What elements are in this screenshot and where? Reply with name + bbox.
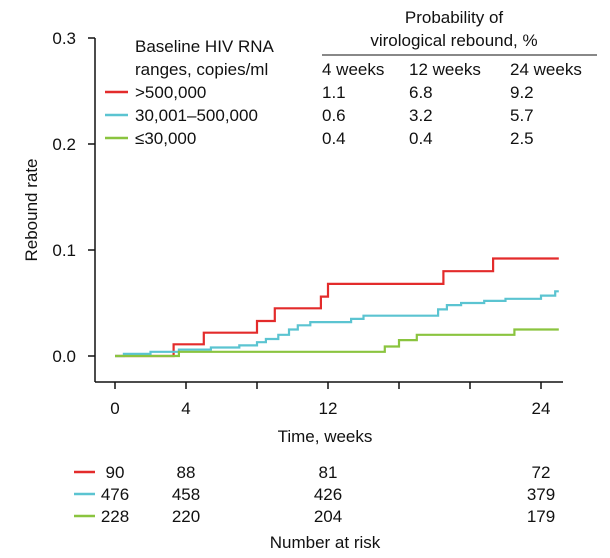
series-lines — [115, 257, 559, 358]
probability-header-line1: Probability of — [405, 8, 504, 27]
y-ticks: 0.0 0.1 0.2 0.3 — [52, 29, 95, 366]
y-tick-label: 0.3 — [52, 29, 76, 48]
risk-value: 179 — [527, 507, 555, 526]
risk-rows: 90 88 81 72 476 458 426 379 228 220 204 179 — [74, 463, 555, 526]
probability-column-4-weeks: 4 weeks — [322, 60, 384, 79]
probability-value: 9.2 — [510, 83, 534, 102]
risk-value: 81 — [319, 463, 338, 482]
probability-value: 1.1 — [322, 83, 346, 102]
risk-value: 204 — [314, 507, 342, 526]
axes: 0.0 0.1 0.2 0.3 0 4 12 24 Time, weeks Rebound … — [22, 29, 563, 446]
legend-title-line1: Baseline HIV RNA — [135, 37, 275, 56]
y-tick-label: 0.2 — [52, 135, 76, 154]
probability-value: 0.6 — [322, 106, 346, 125]
probability-column-12-weeks: 12 weeks — [409, 60, 481, 79]
risk-value: 228 — [101, 507, 129, 526]
series-line-2 — [115, 290, 559, 358]
risk-table: 90 88 81 72 476 458 426 379 228 220 204 179 Number … — [74, 463, 555, 552]
risk-value: 379 — [527, 485, 555, 504]
y-tick-label: 0.0 — [52, 347, 76, 366]
series-line-1 — [115, 257, 559, 358]
y-tick-label: 0.1 — [52, 241, 76, 260]
probability-header-line2: virological rebound, % — [370, 31, 537, 50]
x-axis-title: Time, weeks — [278, 427, 373, 446]
risk-value: 458 — [172, 485, 200, 504]
risk-value: 426 — [314, 485, 342, 504]
probability-value: 0.4 — [409, 129, 433, 148]
series-line-3 — [115, 328, 559, 358]
risk-table-title: Number at risk — [270, 533, 381, 552]
risk-value: 88 — [177, 463, 196, 482]
legend-title-line2: ranges, copies/ml — [135, 60, 268, 79]
risk-value: 220 — [172, 507, 200, 526]
risk-value: 90 — [106, 463, 125, 482]
probability-value: 3.2 — [409, 106, 433, 125]
y-axis-title: Rebound rate — [22, 158, 41, 261]
probability-column-24-weeks: 24 weeks — [510, 60, 582, 79]
risk-value: 72 — [532, 463, 551, 482]
legend-label: ≤30,000 — [135, 129, 196, 148]
x-tick-label: 12 — [319, 399, 338, 418]
legend: Baseline HIV RNA ranges, copies/ml Proba… — [105, 8, 597, 148]
probability-value: 6.8 — [409, 83, 433, 102]
legend-label: >500,000 — [135, 83, 206, 102]
probability-value: 2.5 — [510, 129, 534, 148]
x-tick-label: 4 — [181, 399, 190, 418]
legend-entries: >500,000 1.1 6.8 9.2 30,001–500,000 0.6 3.2 5.7… — [105, 83, 534, 148]
x-ticks: 0 4 12 24 — [110, 382, 550, 418]
x-tick-label: 0 — [110, 399, 119, 418]
probability-value: 0.4 — [322, 129, 346, 148]
legend-label: 30,001–500,000 — [135, 106, 258, 125]
risk-value: 476 — [101, 485, 129, 504]
probability-value: 5.7 — [510, 106, 534, 125]
x-tick-label: 24 — [532, 399, 551, 418]
